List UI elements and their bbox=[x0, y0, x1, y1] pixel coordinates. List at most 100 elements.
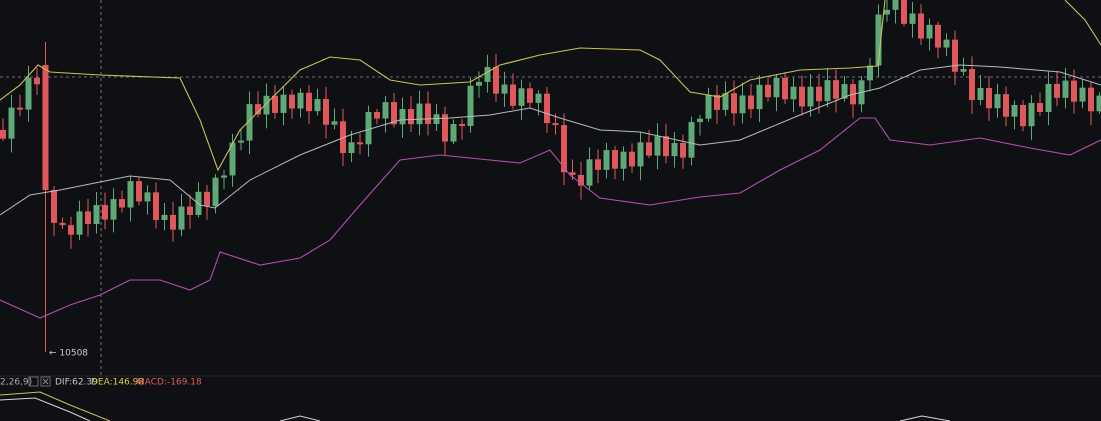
candle-body bbox=[136, 181, 142, 202]
candle-body bbox=[1088, 87, 1094, 112]
candle-body bbox=[442, 114, 448, 142]
dea-line bbox=[0, 391, 111, 421]
candle-body bbox=[229, 142, 236, 176]
candle-body bbox=[1037, 103, 1043, 112]
candle-body bbox=[595, 159, 601, 170]
candle-body bbox=[1003, 94, 1009, 117]
candle-body bbox=[884, 9, 890, 15]
candle-body bbox=[722, 93, 729, 110]
candle-body bbox=[561, 125, 567, 173]
bollinger-lower bbox=[0, 117, 1101, 319]
candle-body bbox=[221, 175, 227, 178]
dif-line bbox=[279, 415, 321, 421]
indicator-params: 2,26,9) bbox=[0, 378, 32, 388]
candle-body bbox=[433, 114, 440, 124]
candle-body bbox=[68, 225, 74, 235]
candle-body bbox=[110, 199, 117, 220]
candle-body bbox=[816, 86, 822, 102]
candle-body bbox=[1079, 87, 1086, 102]
candle-body bbox=[306, 92, 312, 112]
candle-body bbox=[399, 109, 406, 125]
candle-body bbox=[484, 67, 491, 82]
candle-body bbox=[892, 0, 899, 10]
candle-body bbox=[952, 39, 958, 72]
candle-body bbox=[1020, 104, 1026, 127]
candle-body bbox=[654, 136, 661, 156]
candle-body bbox=[51, 190, 57, 223]
candle-body bbox=[204, 191, 210, 207]
candle-body bbox=[544, 93, 550, 124]
settings-icon[interactable] bbox=[28, 376, 39, 387]
candle-body bbox=[374, 112, 380, 119]
candle-body bbox=[765, 84, 771, 98]
candle-body bbox=[578, 174, 584, 186]
close-icon[interactable] bbox=[40, 376, 51, 387]
candle-body bbox=[212, 177, 219, 207]
candle-body bbox=[569, 172, 576, 175]
candle-body bbox=[901, 0, 907, 24]
candle-body bbox=[807, 86, 814, 107]
candle-body bbox=[731, 93, 737, 114]
dif-line bbox=[0, 397, 91, 421]
candle-body bbox=[493, 67, 499, 94]
candle-body bbox=[102, 205, 108, 220]
candle-body bbox=[297, 92, 304, 109]
indicator-dea: DEA:146.98 bbox=[91, 378, 144, 388]
candle-body bbox=[314, 99, 321, 112]
candle-body bbox=[977, 87, 984, 100]
candle-body bbox=[382, 102, 389, 119]
candle-body bbox=[34, 77, 40, 85]
candle-body bbox=[289, 94, 295, 109]
candle-body bbox=[1062, 80, 1069, 98]
candle-body bbox=[42, 65, 49, 190]
candle-body bbox=[76, 211, 83, 235]
candle-body bbox=[144, 192, 151, 202]
candle-body bbox=[170, 214, 176, 230]
candle-body bbox=[365, 112, 372, 145]
dif-line bbox=[899, 415, 951, 421]
candles bbox=[0, 0, 1101, 352]
candle-body bbox=[161, 214, 168, 220]
candle-body bbox=[340, 121, 346, 154]
candle-body bbox=[586, 159, 593, 186]
candle-body bbox=[986, 87, 992, 109]
candle-body bbox=[1071, 80, 1077, 102]
candle-body bbox=[680, 142, 686, 158]
candle-body bbox=[8, 107, 15, 139]
candle-body bbox=[255, 104, 261, 115]
candle-body bbox=[1045, 83, 1052, 112]
candle-body bbox=[748, 95, 754, 110]
candle-body bbox=[127, 181, 134, 208]
candle-body bbox=[739, 95, 746, 114]
candle-body bbox=[663, 136, 669, 157]
candle-body bbox=[25, 77, 32, 110]
candle-body bbox=[501, 84, 508, 94]
candle-body bbox=[1028, 103, 1035, 127]
indicator-dif: DIF:62.39 bbox=[55, 378, 98, 388]
candle-body bbox=[331, 121, 338, 125]
candle-body bbox=[187, 206, 193, 215]
candle-body bbox=[969, 69, 975, 100]
candle-body bbox=[782, 77, 788, 100]
candle-body bbox=[824, 80, 831, 102]
candle-body bbox=[510, 84, 516, 106]
candle-body bbox=[467, 85, 474, 126]
candle-body bbox=[238, 140, 244, 143]
candle-body bbox=[960, 69, 967, 72]
candle-body bbox=[1011, 104, 1018, 117]
candle-body bbox=[697, 118, 703, 123]
candle-body bbox=[637, 142, 644, 167]
bollinger-upper bbox=[0, 0, 886, 172]
candle-body bbox=[59, 222, 66, 226]
candle-body bbox=[527, 88, 533, 103]
candle-body bbox=[425, 103, 431, 124]
candle-body bbox=[671, 142, 678, 157]
candle-body bbox=[943, 39, 950, 48]
candle-body bbox=[926, 24, 933, 39]
bollinger-middle bbox=[0, 64, 1101, 216]
candle-body bbox=[833, 80, 839, 99]
candle-body bbox=[909, 13, 916, 24]
